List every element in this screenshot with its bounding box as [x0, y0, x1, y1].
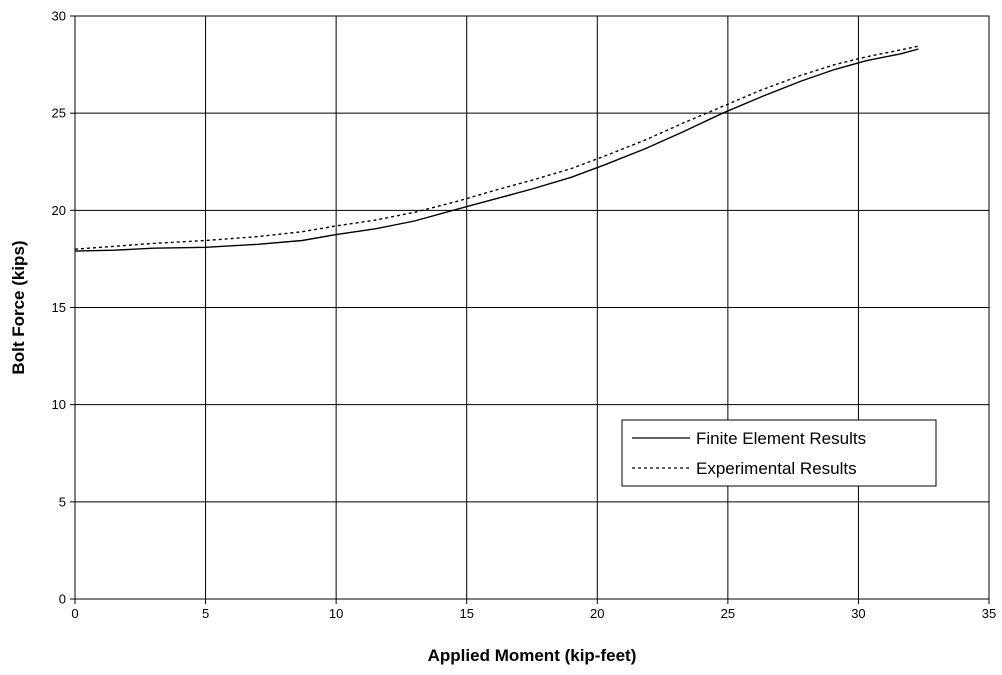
- y-tick-label: 10: [52, 397, 66, 412]
- legend-label-finite-element: Finite Element Results: [696, 429, 866, 448]
- x-tick-label: 20: [590, 606, 604, 621]
- y-tick-label: 25: [52, 106, 66, 121]
- y-tick-label: 15: [52, 300, 66, 315]
- legend: Finite Element Results Experimental Resu…: [621, 419, 937, 487]
- x-tick-label: 25: [721, 606, 735, 621]
- x-tick-label: 30: [851, 606, 865, 621]
- x-tick-label: 5: [202, 606, 209, 621]
- series-line-experimental: [74, 45, 919, 250]
- y-tick-label: 30: [52, 9, 66, 24]
- data-series: [74, 45, 919, 252]
- y-tick-label: 5: [59, 494, 66, 509]
- x-tick-label: 35: [982, 606, 996, 621]
- series-line-finite-element: [74, 48, 919, 252]
- legend-box: [621, 419, 937, 487]
- x-axis-title: Applied Moment (kip-feet): [428, 646, 637, 665]
- y-tick-label: 0: [59, 592, 66, 607]
- x-tick-label: 10: [329, 606, 343, 621]
- gridlines: [75, 16, 989, 599]
- x-tick-label: 15: [459, 606, 473, 621]
- y-axis-title: Bolt Force (kips): [9, 240, 28, 374]
- legend-label-experimental: Experimental Results: [696, 459, 857, 478]
- x-tick-label: 0: [71, 606, 78, 621]
- tick-labels: 0 5 10 15 20 25 30 35 0 5 10 15 20 25 30: [52, 9, 997, 622]
- y-tick-label: 20: [52, 203, 66, 218]
